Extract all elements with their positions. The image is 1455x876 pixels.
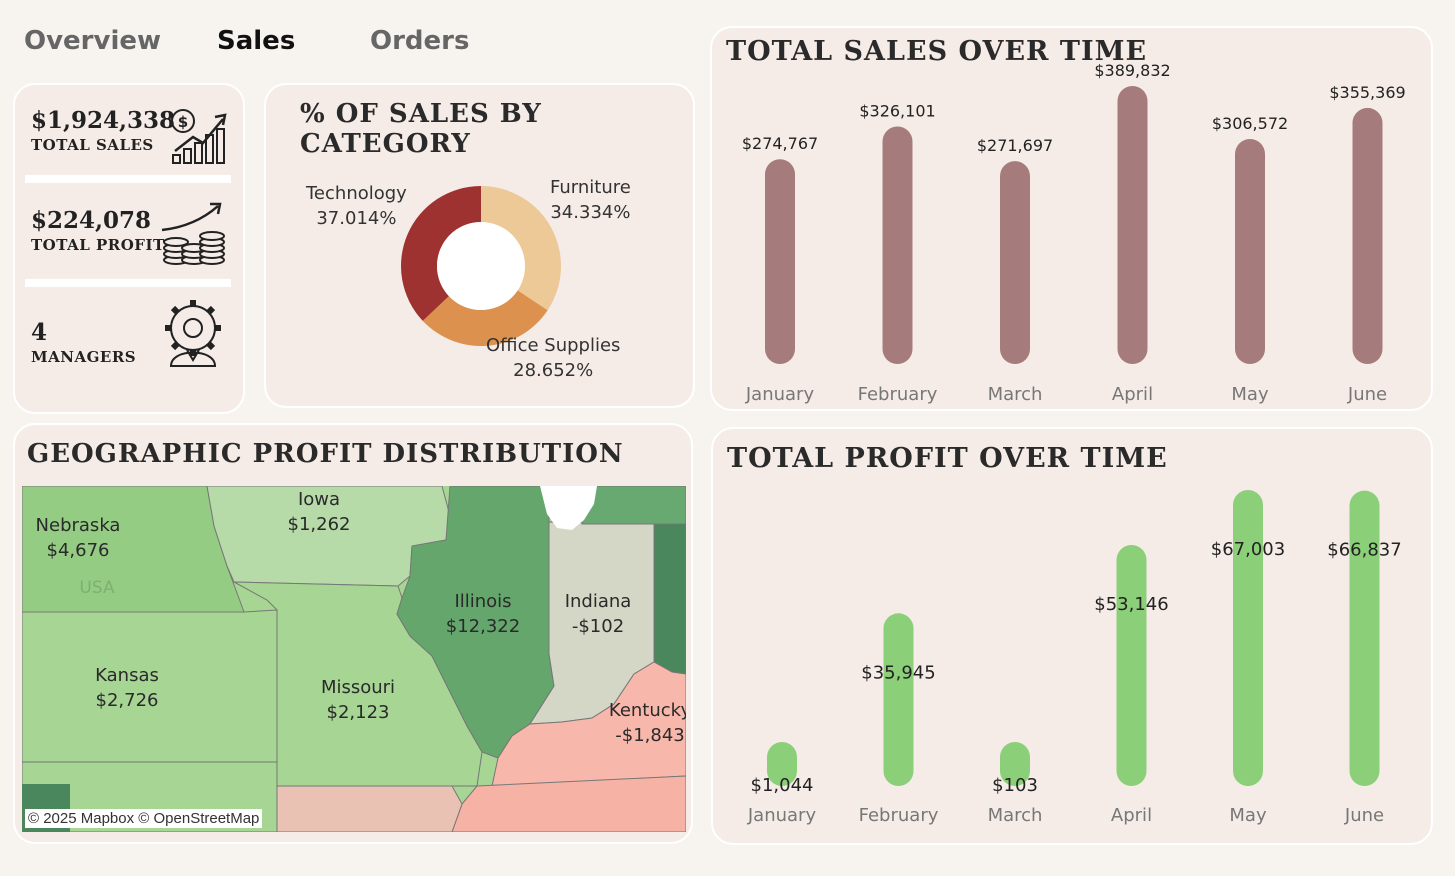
geo-title: GEOGRAPHIC PROFIT DISTRIBUTION — [27, 439, 624, 469]
kpi-divider — [25, 175, 231, 183]
bar-value-label: $103 — [992, 775, 1038, 796]
pie-name: Technology — [306, 183, 407, 204]
pie-pct: 34.334% — [550, 202, 631, 223]
state-profit: -$102 — [571, 616, 625, 637]
state-profit: -$1,843 — [615, 725, 685, 746]
map-attribution[interactable]: © 2025 Mapbox © OpenStreetMap — [25, 809, 263, 828]
pie-name: Furniture — [550, 177, 631, 198]
category-title: % OF SALES BY CATEGORY — [300, 99, 542, 159]
total-sales-label: TOTAL SALES — [31, 136, 154, 154]
month-label: January — [747, 805, 817, 826]
coins-profit-icon — [161, 202, 225, 265]
profit-time-title: TOTAL PROFIT OVER TIME — [727, 443, 1168, 474]
state-profit: $2,123 — [326, 702, 390, 723]
state-label-kansas: Kansas $2,726 — [95, 663, 159, 713]
state-profit: $1,262 — [287, 514, 351, 535]
pie-label-office-supplies: Office Supplies 28.652% — [486, 333, 620, 383]
bar-value-label: $53,146 — [1094, 594, 1168, 615]
bar-value-label: $66,837 — [1327, 540, 1401, 561]
state-label-missouri: Missouri $2,123 — [321, 675, 395, 725]
donut-slice-furniture[interactable] — [481, 186, 561, 311]
sales-growth-icon: $ — [171, 109, 227, 164]
kpi-divider — [25, 279, 231, 287]
bar-value-label: $1,044 — [751, 775, 814, 796]
svg-text:$: $ — [178, 113, 188, 131]
tab-sales[interactable]: Sales — [217, 26, 296, 56]
sales-time-panel: TOTAL SALES OVER TIME $274,767 January $32… — [710, 26, 1433, 411]
manager-gear-icon — [165, 300, 221, 367]
state-profit: $12,322 — [445, 616, 521, 637]
state-profit: $4,676 — [46, 540, 110, 561]
country-label: USA — [79, 578, 115, 598]
managers-value: 4 — [31, 319, 48, 346]
profit-time-panel: TOTAL PROFIT OVER TIME $1,044 January $35,… — [711, 427, 1433, 845]
month-label: March — [988, 384, 1043, 405]
map-shapes — [22, 486, 686, 832]
pie-label-furniture: Furniture 34.334% — [550, 175, 631, 225]
state-name: Iowa — [297, 489, 341, 510]
month-label: April — [1112, 384, 1153, 405]
geo-panel: GEOGRAPHIC PROFIT DISTRIBUTION — [13, 423, 693, 844]
month-label: May — [1231, 384, 1269, 405]
tab-overview[interactable]: Overview — [24, 26, 162, 56]
category-donut-chart — [401, 186, 561, 346]
bar-value-label: $306,572 — [1212, 114, 1288, 133]
state-name: Nebraska — [35, 515, 121, 536]
kpi-panel: $1,924,338 TOTAL SALES $ $224,078 TOTAL … — [13, 83, 245, 414]
pie-pct: 37.014% — [316, 208, 397, 229]
state-profit: $2,726 — [95, 690, 159, 711]
bar-value-label: $355,369 — [1329, 83, 1405, 102]
profit-bar-chart: $1,044 January $35,945 February $103 March $53… — [747, 490, 1402, 826]
managers-label: MANAGERS — [31, 348, 137, 366]
donut-slice-office-supplies[interactable] — [422, 290, 548, 346]
bar-value-label: $389,832 — [1094, 61, 1170, 80]
pie-name: Office Supplies — [486, 335, 621, 356]
pie-pct: 28.652% — [513, 360, 594, 381]
state-label-iowa: Iowa $1,262 — [288, 487, 351, 537]
bar-value-label: $271,697 — [977, 136, 1053, 155]
state-label-indiana: Indiana -$102 — [565, 589, 632, 639]
state-name: Illinois — [454, 591, 512, 612]
state-name: Kansas — [95, 665, 159, 686]
pie-label-technology: Technology 37.014% — [306, 181, 407, 231]
state-name: Missouri — [320, 677, 396, 698]
state-name: Kentucky — [608, 700, 686, 721]
state-name: Indiana — [564, 591, 632, 612]
month-label: March — [988, 805, 1043, 826]
donut-hole — [437, 222, 525, 310]
total-sales-value: $1,924,338 — [31, 107, 176, 134]
month-label: January — [745, 384, 815, 405]
state-label-nebraska: Nebraska $4,676 — [36, 513, 121, 563]
sales-bar-chart: $274,767 January $326,101 February $271,697 M… — [742, 61, 1406, 405]
tab-orders[interactable]: Orders — [370, 26, 470, 56]
month-label: February — [858, 384, 938, 405]
category-panel: % OF SALES BY CATEGORY Technology 37.014… — [264, 83, 695, 408]
total-profit-label: TOTAL PROFIT — [31, 236, 165, 254]
state-label-kentucky: Kentucky -$1,843 — [609, 698, 686, 748]
bar-value-label: $274,767 — [742, 134, 818, 153]
month-label: May — [1229, 805, 1267, 826]
bar-value-label: $35,945 — [861, 662, 935, 683]
sales-time-title: TOTAL SALES OVER TIME — [726, 36, 1148, 67]
donut-slice-technology[interactable] — [401, 186, 481, 321]
total-profit-value: $224,078 — [31, 207, 152, 234]
geo-map[interactable]: USA Nebraska $4,676 Iowa $1,262 Illinois… — [22, 486, 686, 832]
month-label: June — [1344, 805, 1384, 826]
bar-value-label: $326,101 — [859, 102, 935, 121]
month-label: June — [1347, 384, 1387, 405]
month-label: February — [859, 805, 939, 826]
month-label: April — [1111, 805, 1152, 826]
bar-value-label: $67,003 — [1211, 539, 1285, 560]
state-label-illinois: Illinois $12,322 — [446, 589, 520, 639]
